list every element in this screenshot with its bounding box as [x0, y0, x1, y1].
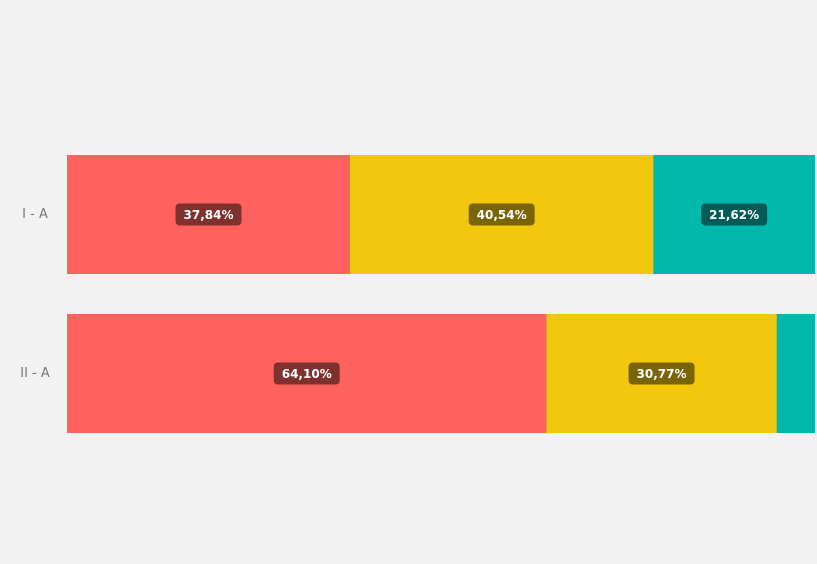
- value-label-box: [175, 203, 242, 226]
- value-label-box: [628, 362, 695, 385]
- value-label: 37,84%: [184, 208, 234, 222]
- y-tick-label: II - A: [20, 366, 50, 381]
- value-label: 64,10%: [282, 367, 332, 381]
- value-label: 21,62%: [709, 208, 759, 222]
- value-label-box: [701, 203, 768, 226]
- y-tick-label: I - A: [22, 207, 48, 222]
- value-label-box: [273, 362, 340, 385]
- value-label: 40,54%: [477, 208, 527, 222]
- value-label-box: [468, 203, 535, 226]
- value-label: 30,77%: [637, 367, 687, 381]
- bar-segment: [776, 314, 815, 433]
